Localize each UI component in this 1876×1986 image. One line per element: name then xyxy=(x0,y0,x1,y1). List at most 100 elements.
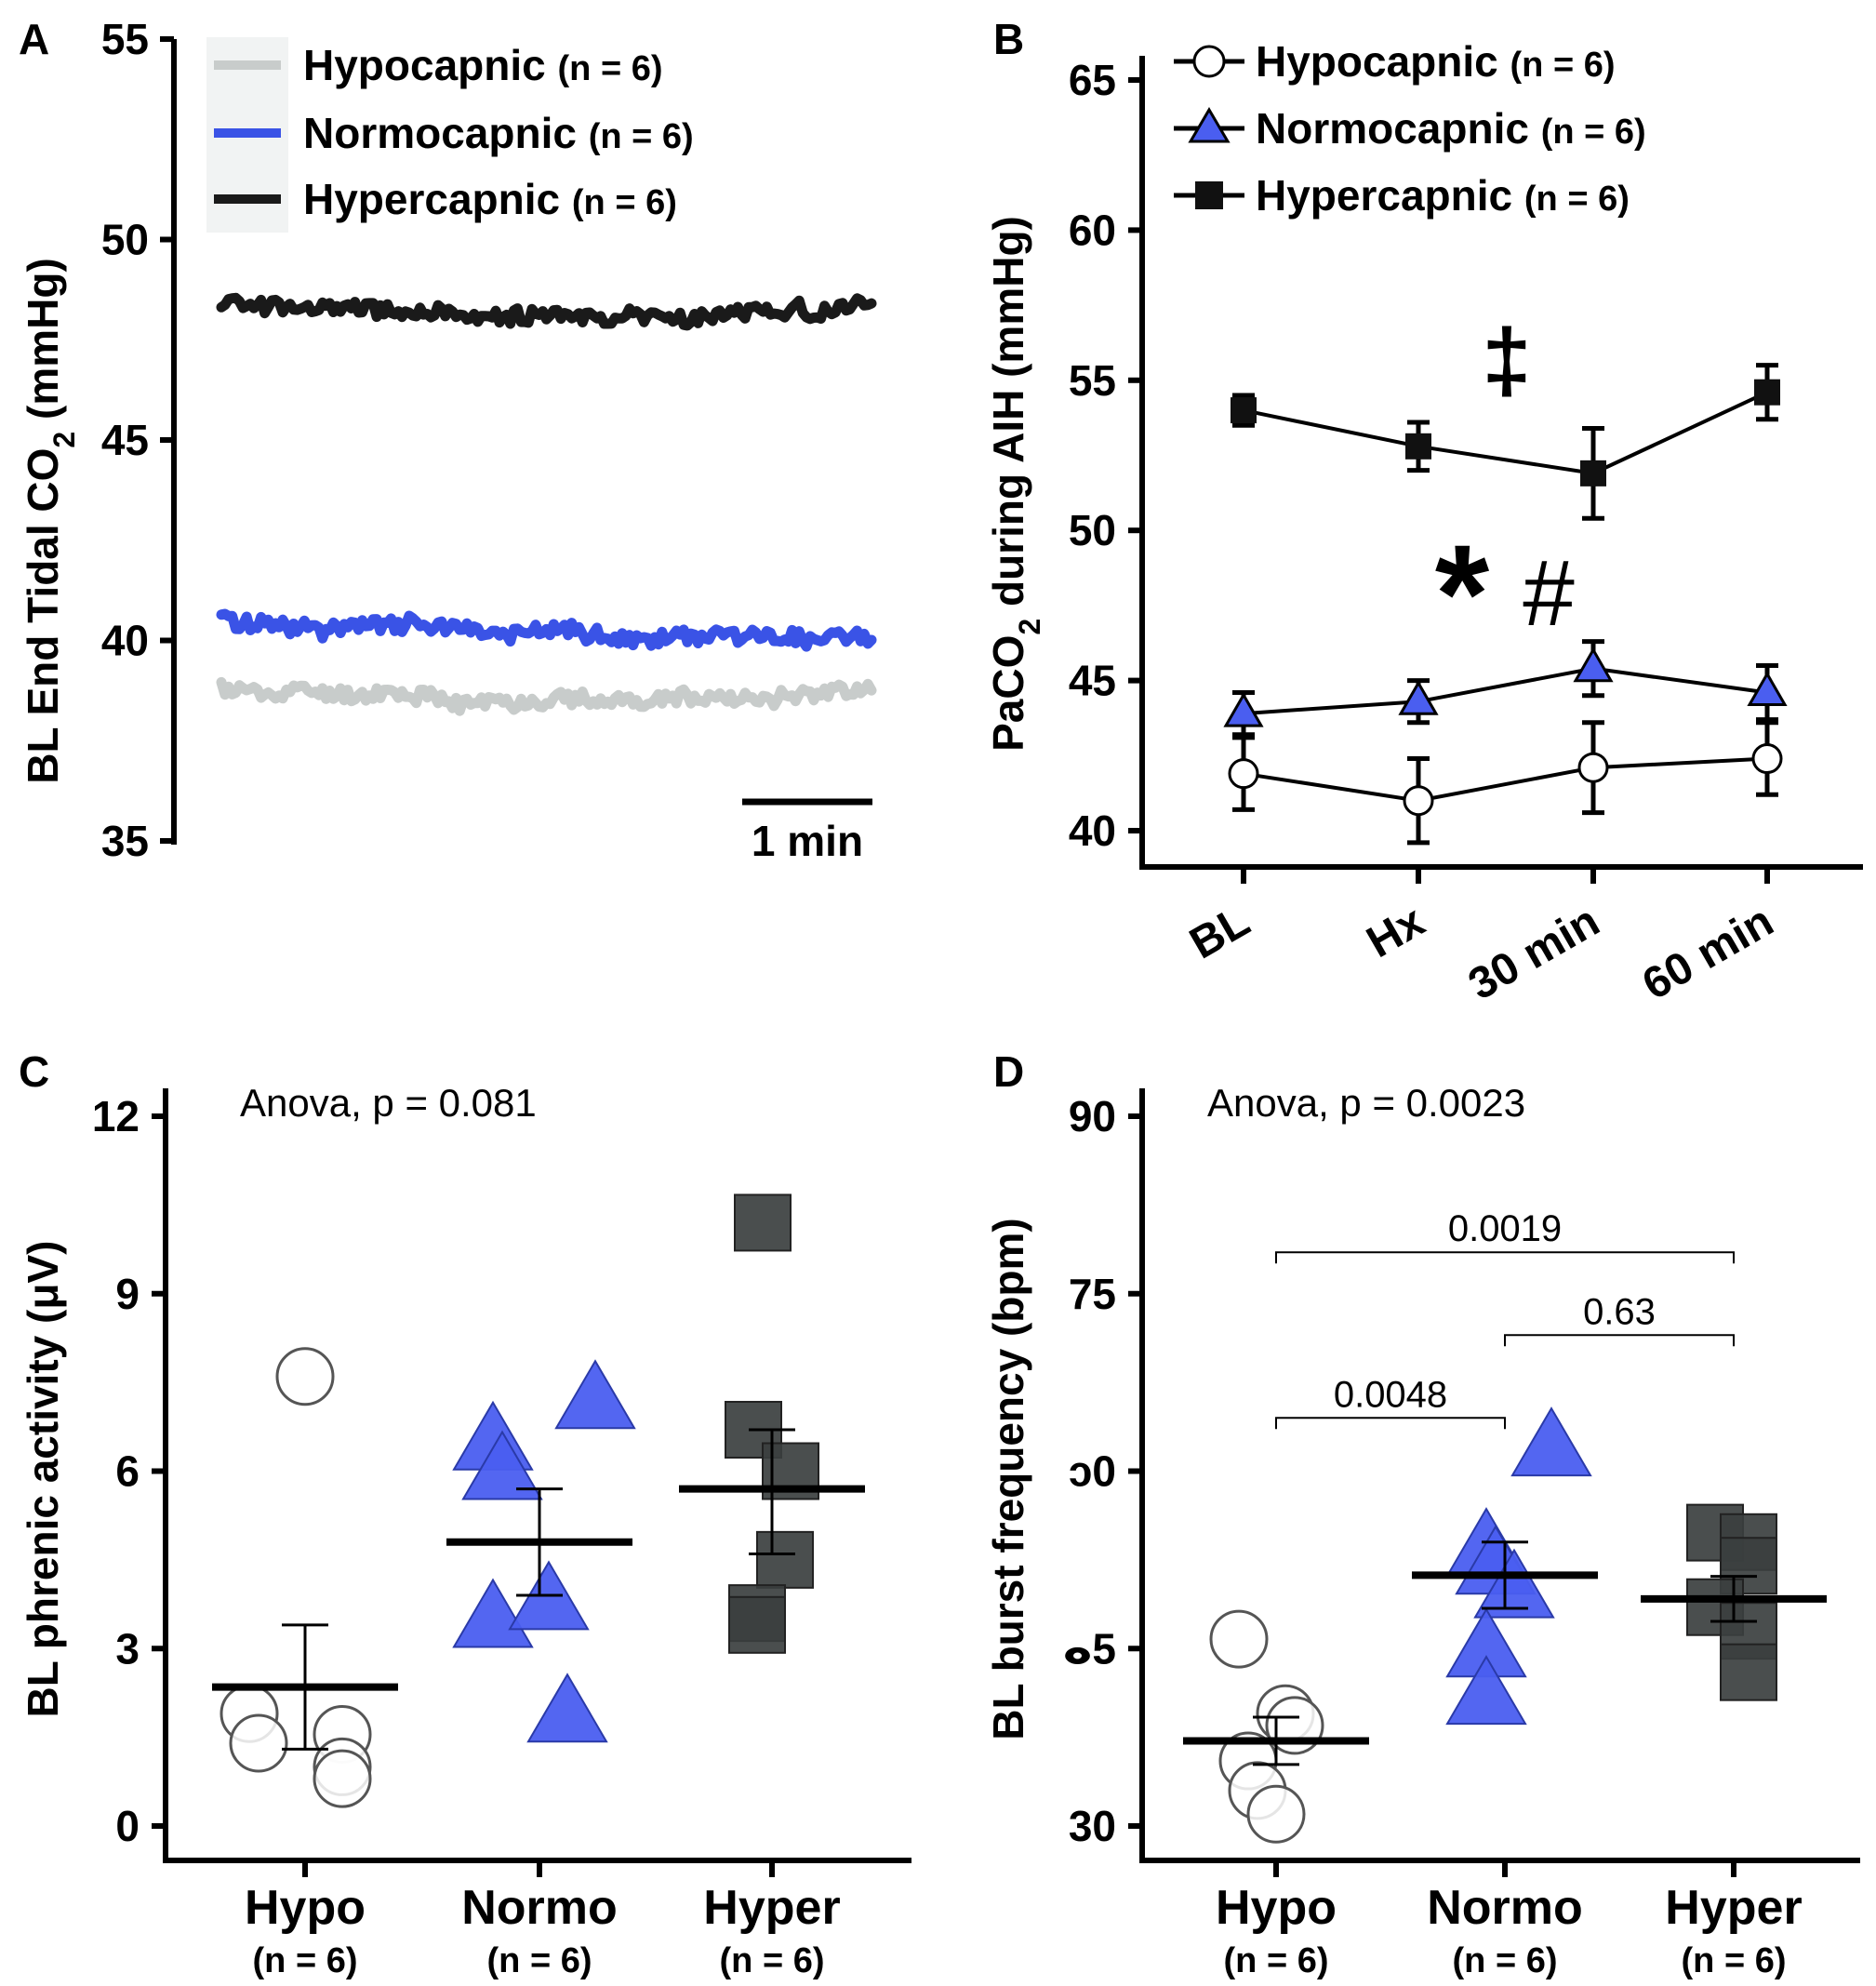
panel-d-y-tick-label: ɔ0 xyxy=(1069,1447,1116,1496)
panel-b-point-hypercapnic xyxy=(1405,433,1431,460)
panel-d-point-hypo xyxy=(1246,1784,1306,1844)
panel-a-trace-hypercapnic xyxy=(216,292,877,331)
panel-b-point-normocapnic xyxy=(1223,692,1264,727)
panel-a-y-tick-label: 55 xyxy=(101,15,149,63)
panel-a-y-tick-label: 50 xyxy=(101,216,149,264)
panel-d-x-tick-label: Hyper xyxy=(1665,1881,1802,1935)
panel-d-y-tick-label: ⴰ5 xyxy=(1063,1624,1116,1673)
panel-b-y-tick-label: 45 xyxy=(1069,657,1116,705)
panel-b-point-hypocapnic xyxy=(1228,758,1259,790)
panel-c-points xyxy=(212,1193,865,1808)
panel-d-point-normo xyxy=(1510,1406,1592,1477)
panel-d-point-normo xyxy=(1445,1655,1527,1726)
panel-a-legend-hypo: Hypocapnic (n = 6) xyxy=(303,41,662,89)
panel-c-y-tick-label: 3 xyxy=(115,1624,140,1673)
panel-c-y-ticks: 0 3 6 9 12 xyxy=(92,1092,166,1850)
panel-c: C 0 3 6 9 12 Hypo (n = 6) Normo (n = 6) Hyper (n … xyxy=(19,1047,911,1980)
panel-c-point-normo xyxy=(526,1673,608,1743)
panel-a-legend: Hypocapnic (n = 6) Normocapnic (n = 6) H… xyxy=(206,37,694,233)
panel-c-point-normo xyxy=(461,1430,543,1500)
panel-d-x-tick-n: (n = 6) xyxy=(1453,1941,1558,1980)
panel-a-y-tick-label: 45 xyxy=(101,416,149,464)
panel-d-letter: D xyxy=(993,1047,1024,1096)
panel-d-comparison-bracket xyxy=(1275,1417,1506,1430)
panel-d-x-tick-label: Hypo xyxy=(1216,1881,1337,1935)
panel-a-legend-hyper: Hypercapnic (n = 6) xyxy=(303,175,677,223)
panel-b-annotation-asterisk: * xyxy=(1435,515,1490,672)
panel-b-y-tick-label: 50 xyxy=(1069,506,1116,554)
panel-c-point-hyper xyxy=(756,1530,814,1589)
panel-a-trace-normocapnic xyxy=(216,608,877,652)
panel-b-point-hypocapnic xyxy=(1751,743,1783,775)
panel-d-x-ticks: Hypo (n = 6) Normo (n = 6) Hyper (n = 6) xyxy=(1216,1860,1803,1980)
panel-b-legend-marker-normo xyxy=(1188,107,1231,143)
panel-c-y-tick-label: 9 xyxy=(115,1270,140,1318)
panel-d-y-tick-label: 90 xyxy=(1069,1092,1116,1140)
panel-c-y-label: BL phrenic activity (μV) xyxy=(19,1241,67,1718)
panel-c-point-normo xyxy=(452,1578,534,1648)
panel-a-traces xyxy=(216,292,877,716)
panel-a-legend-normo: Normocapnic (n = 6) xyxy=(303,109,694,157)
panel-c-point-normo xyxy=(554,1359,636,1430)
panel-d-comparison-bracket xyxy=(1275,1251,1735,1264)
panel-d-anova-label: Anova, p = 0.0023 xyxy=(1207,1081,1525,1125)
panel-b-point-normocapnic xyxy=(1747,671,1788,707)
panel-b-x-tick-label: Hx xyxy=(1359,896,1433,967)
panel-c-point-hyper xyxy=(728,1595,786,1654)
panel-b-y-tick-label: 65 xyxy=(1069,56,1116,104)
panel-c-letter: C xyxy=(19,1047,49,1096)
panel-d-y-tick-label: 30 xyxy=(1069,1802,1116,1850)
panel-d-y-label: BL burst frequency (bpm) xyxy=(984,1218,1032,1739)
panel-c-x-tick-label: Normo xyxy=(461,1881,618,1935)
panel-b-point-hypercapnic xyxy=(1580,460,1606,487)
panel-a-scale-bar-label: 1 min xyxy=(752,817,863,865)
panel-d-comparison-p: 0.0048 xyxy=(1334,1374,1447,1415)
panel-b-x-tick-label: 30 min xyxy=(1460,897,1607,1010)
panel-c-point-hypo xyxy=(313,1749,372,1808)
panel-d-point-hypo xyxy=(1209,1609,1269,1669)
panel-b-point-hypocapnic xyxy=(1577,752,1609,783)
panel-b-point-normocapnic xyxy=(1573,646,1614,683)
panel-c-x-tick-n: (n = 6) xyxy=(720,1941,825,1980)
panel-b-y-label: PaCO2 during AIH (mmHg) xyxy=(984,216,1046,752)
panel-a-y-tick-label: 35 xyxy=(101,817,149,865)
panel-c-x-tick-n: (n = 6) xyxy=(487,1941,592,1980)
panel-b-legend-hyper: Hypercapnic (n = 6) xyxy=(1256,171,1630,220)
panel-d-point-hyper xyxy=(1720,1643,1777,1701)
panel-b-legend-normo: Normocapnic (n = 6) xyxy=(1256,104,1646,153)
panel-b-line-hypocapnic xyxy=(1243,756,1768,803)
panel-b-y-tick-label: 40 xyxy=(1069,806,1116,855)
panel-b-line-hypercapnic xyxy=(1243,390,1768,475)
panel-b-legend-marker-hyper xyxy=(1195,181,1223,209)
panel-b-line-normocapnic xyxy=(1243,666,1768,716)
panel-b-point-hypercapnic xyxy=(1231,397,1257,424)
panel-a-letter: A xyxy=(19,15,49,63)
panel-d-comparisons: 0.0019 0.63 0.0048 xyxy=(1275,1208,1735,1430)
panel-a: A 35 40 45 50 55 BL End Tidal CO2 (mmHg) Hyp… xyxy=(19,15,877,865)
panel-c-y-tick-label: 12 xyxy=(92,1092,140,1140)
panel-c-point-hyper xyxy=(734,1193,792,1252)
panel-d-y-ticks: 30 ⴰ5 ɔ0 75 90 xyxy=(1063,1092,1142,1850)
panel-a-y-axis: 35 40 45 50 55 xyxy=(101,15,177,865)
panel-c-anova-label: Anova, p = 0.081 xyxy=(240,1081,537,1125)
panel-b-point-normocapnic xyxy=(1398,680,1439,715)
panel-a-trace-hypocapnic xyxy=(216,676,877,716)
panel-a-y-label: BL End Tidal CO2 (mmHg) xyxy=(19,258,81,784)
panel-b-legend-hypo: Hypocapnic (n = 6) xyxy=(1256,37,1615,86)
panel-c-x-ticks: Hypo (n = 6) Normo (n = 6) Hyper (n = 6) xyxy=(245,1860,841,1980)
panel-d: D 30 ⴰ5 ɔ0 75 90 Hypo (n = 6) Normo (n = 6) Hype… xyxy=(984,1047,1860,1980)
panel-b-point-hypocapnic xyxy=(1403,785,1434,817)
panel-c-x-tick-label: Hypo xyxy=(245,1881,366,1935)
panel-d-comparison-p: 0.0019 xyxy=(1448,1208,1562,1249)
panel-d-comparison-p: 0.63 xyxy=(1583,1291,1656,1332)
panel-a-y-ticks: 35 40 45 50 55 xyxy=(101,15,174,865)
panel-b-letter: B xyxy=(993,15,1024,63)
panel-d-x-tick-label: Normo xyxy=(1427,1881,1583,1935)
panel-a-y-tick-label: 40 xyxy=(101,617,149,665)
panel-b-legend: Hypocapnic (n = 6) Normocapnic (n = 6) H… xyxy=(1174,37,1646,220)
panel-b-y-ticks: 40 45 50 55 60 65 xyxy=(1069,56,1142,855)
panel-d-y-tick-label: 75 xyxy=(1069,1270,1116,1318)
panel-c-x-tick-n: (n = 6) xyxy=(253,1941,358,1980)
panel-c-y-tick-label: 6 xyxy=(115,1447,140,1496)
